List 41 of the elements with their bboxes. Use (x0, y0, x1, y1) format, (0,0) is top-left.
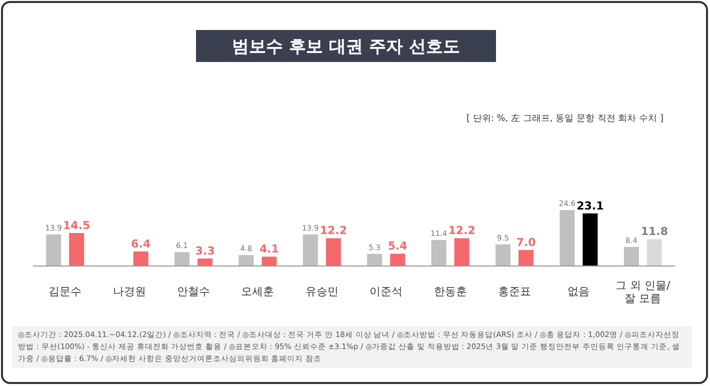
bar (624, 246, 639, 266)
bar (302, 234, 318, 266)
bar (454, 238, 470, 266)
x-tick-label: 유승민 (305, 285, 338, 298)
x-tick-label: 김문수 (48, 285, 82, 298)
bar (367, 254, 382, 266)
x-tick-label: 나경원 (112, 285, 146, 298)
x-tick-label: 없음 (568, 285, 590, 298)
data-label: 12.2 (320, 224, 347, 238)
x-tick-label: 오세훈 (241, 285, 274, 298)
data-label: 4.1 (259, 242, 279, 256)
x-tick-label: 홍준표 (498, 285, 531, 298)
bar (496, 244, 510, 266)
x-tick-label: 안철수 (177, 285, 210, 298)
bar (390, 254, 406, 266)
data-label: 23.1 (576, 199, 604, 212)
data-label: 3.3 (195, 244, 215, 258)
bar (238, 255, 254, 266)
chart-subtitle: [ 단위: %, 左 그래프, 동일 문항 직전 회차 수치 ] (466, 113, 664, 124)
data-label: 6.4 (131, 237, 151, 250)
data-label: 11.8 (640, 225, 668, 238)
bar (198, 258, 212, 266)
bar (133, 251, 148, 266)
bar (582, 213, 598, 266)
bar (174, 252, 190, 266)
bar (431, 240, 446, 266)
bar (69, 232, 84, 266)
x-tick-label: 이준석 (370, 285, 403, 298)
x-tick-label: 그 외 인물/ 잘 모름 (616, 279, 671, 305)
data-label: 5.4 (388, 240, 408, 253)
data-label: 12.2 (448, 224, 476, 238)
chart-title: 범보수 후보 대권 주자 선호도 (232, 37, 460, 57)
bar (560, 210, 575, 266)
x-tick-label: 한동훈 (434, 285, 467, 298)
bar (646, 239, 662, 266)
bar (518, 250, 534, 266)
bar (46, 234, 62, 266)
data-label: 7.0 (516, 236, 536, 250)
data-label: 14.5 (63, 218, 90, 232)
bar (262, 256, 277, 266)
bar (326, 238, 341, 266)
